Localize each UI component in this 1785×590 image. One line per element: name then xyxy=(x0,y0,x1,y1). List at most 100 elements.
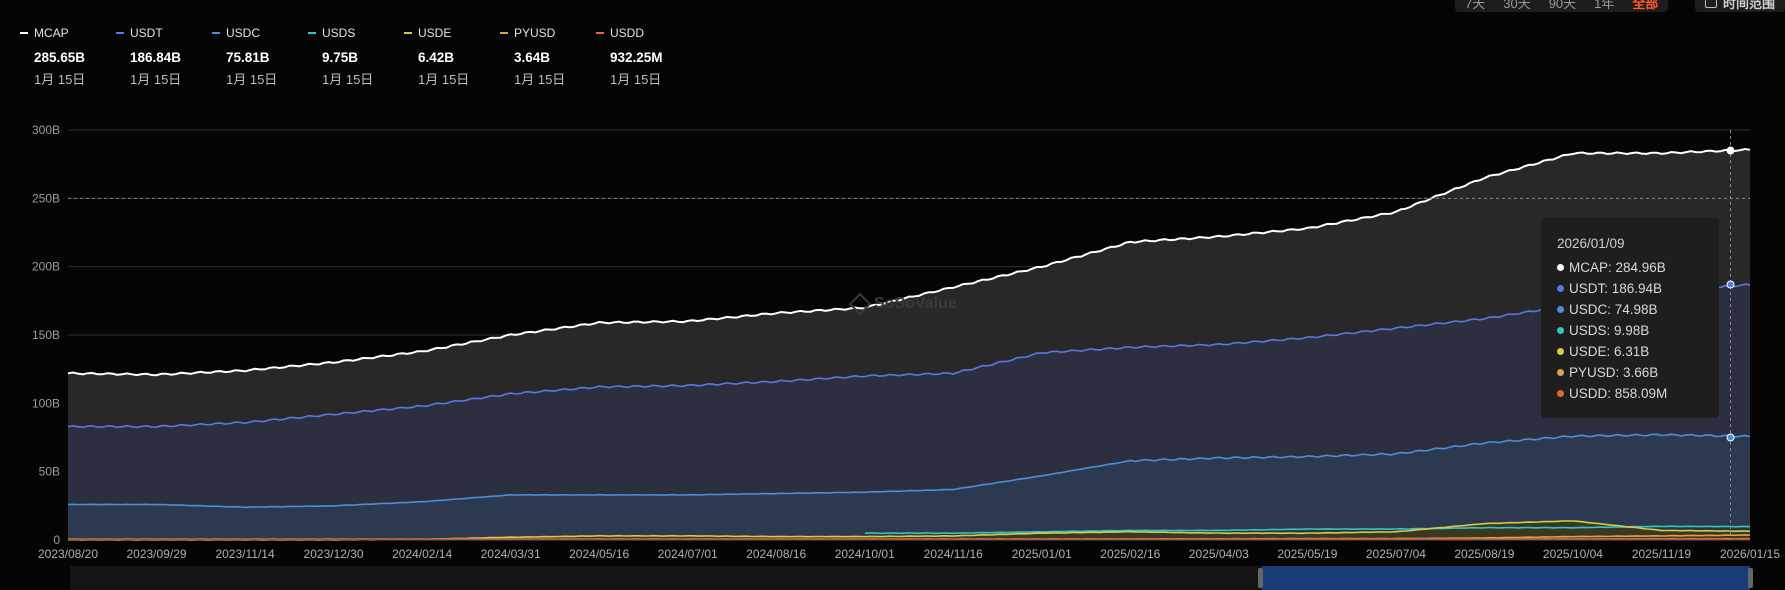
tooltip-dot xyxy=(1557,285,1564,292)
series-line-usdt xyxy=(67,283,1751,429)
legend-label: USDD xyxy=(610,26,645,40)
range-button-1[interactable]: 30天 xyxy=(1503,0,1531,11)
tooltip-date: 2026/01/09 xyxy=(1557,236,1625,251)
range-selector: 7天 30天 90天 1年 全部 xyxy=(1455,0,1669,12)
x-tick-label: 2024/11/16 xyxy=(924,547,983,561)
legend-label: USDC xyxy=(226,26,261,40)
series-line-usdd xyxy=(67,537,1751,541)
x-tick-label: 2025/04/03 xyxy=(1189,547,1249,561)
legend-item-usdd[interactable]: USDD 932.25M 1月 15日 xyxy=(596,24,692,88)
legend-date: 1月 15日 xyxy=(226,72,278,87)
y-tick-label: 100B xyxy=(32,396,60,410)
tooltip-row: USDT: 186.94B xyxy=(1557,278,1703,299)
sosovalue-logo-icon xyxy=(848,292,872,316)
chart-tooltip: 2026/01/09 MCAP: 284.96B USDT: 186.94B USD… xyxy=(1541,218,1719,418)
time-range-label: 时间范围 xyxy=(1723,0,1776,11)
series-area-usde xyxy=(68,521,1750,541)
zoom-handle-left xyxy=(1258,568,1263,588)
x-tick-label: 2025/02/16 xyxy=(1100,547,1160,561)
tooltip-dot xyxy=(1557,390,1564,397)
tooltip-text: USDS: 9.98B xyxy=(1569,323,1650,338)
legend-swatch xyxy=(596,32,604,34)
tooltip-dot xyxy=(1557,327,1564,334)
x-tick-label: 2024/03/31 xyxy=(481,547,541,561)
legend-date: 1月 15日 xyxy=(610,72,662,87)
y-tick-label: 0 xyxy=(53,533,60,547)
tooltip-row: PYUSD: 3.66B xyxy=(1557,362,1703,383)
watermark: SoSoValue xyxy=(848,292,957,316)
x-tick-label: 2024/07/01 xyxy=(658,547,718,561)
legend-date: 1月 15日 xyxy=(322,72,374,87)
x-tick-label: 2024/05/16 xyxy=(569,547,629,561)
y-tick-label: 250B xyxy=(32,191,60,205)
range-button-4[interactable]: 全部 xyxy=(1632,0,1659,11)
x-tick-label: 2024/10/01 xyxy=(835,547,895,561)
tooltip-row: USDE: 6.31B xyxy=(1557,341,1703,362)
crosshair-marker xyxy=(1726,146,1735,155)
zoom-handle-right xyxy=(1748,568,1753,588)
tooltip-text: MCAP: 284.96B xyxy=(1569,260,1666,275)
tooltip-dot xyxy=(1557,306,1564,313)
range-button-3[interactable]: 1年 xyxy=(1594,0,1615,11)
x-tick-label: 2024/02/14 xyxy=(392,547,452,561)
chart-legend: MCAP 285.65B 1月 15日 USDT 186.84B 1月 15日 USDC 75… xyxy=(20,24,692,88)
tooltip-text: PYUSD: 3.66B xyxy=(1569,365,1659,380)
range-button-2[interactable]: 90天 xyxy=(1548,0,1577,11)
range-group: 7天 30天 90天 1年 全部 xyxy=(1455,0,1669,12)
tooltip-row: USDD: 858.09M xyxy=(1557,383,1703,404)
zoom-scroller-window xyxy=(1262,566,1750,590)
tooltip-text: USDC: 74.98B xyxy=(1569,302,1658,317)
legend-swatch xyxy=(116,32,124,34)
tooltip-row: USDC: 74.98B xyxy=(1557,299,1703,320)
tooltip-text: USDT: 186.94B xyxy=(1569,281,1663,296)
y-tick-label: 150B xyxy=(32,328,60,342)
series-line-mcap xyxy=(67,147,1751,377)
legend-swatch xyxy=(500,32,508,34)
tooltip-dot xyxy=(1557,348,1564,355)
legend-value: 932.25M xyxy=(610,50,663,65)
tooltip-dot xyxy=(1557,369,1564,376)
legend-item-usde[interactable]: USDE 6.42B 1月 15日 xyxy=(404,24,500,88)
legend-item-usds[interactable]: USDS 9.75B 1月 15日 xyxy=(308,24,404,88)
legend-swatch xyxy=(404,32,412,34)
legend-swatch xyxy=(308,32,316,34)
x-tick-label: 2025/01/01 xyxy=(1012,547,1072,561)
legend-item-mcap[interactable]: MCAP 285.65B 1月 15日 xyxy=(20,24,116,88)
legend-value: 6.42B xyxy=(418,50,455,65)
calendar-icon xyxy=(1705,0,1717,8)
tooltip-dot xyxy=(1557,264,1564,271)
legend-label: USDT xyxy=(130,26,163,40)
series-line-usdc xyxy=(67,433,1751,509)
legend-item-usdc[interactable]: USDC 75.81B 1月 15日 xyxy=(212,24,308,88)
legend-value: 3.64B xyxy=(514,50,551,65)
crosshair-marker xyxy=(1726,280,1735,289)
watermark-text: SoSoValue xyxy=(874,295,957,312)
legend-date: 1月 15日 xyxy=(418,72,470,87)
legend-swatch xyxy=(20,32,28,34)
x-tick-label: 2023/11/14 xyxy=(215,547,274,561)
legend-item-usdt[interactable]: USDT 186.84B 1月 15日 xyxy=(116,24,212,88)
legend-item-pyusd[interactable]: PYUSD 3.64B 1月 15日 xyxy=(500,24,596,88)
legend-value: 186.84B xyxy=(130,50,182,65)
y-tick-label: 200B xyxy=(32,260,60,274)
legend-label: MCAP xyxy=(34,26,69,40)
x-tick-label: 2025/05/19 xyxy=(1277,547,1337,561)
series-area-usdc xyxy=(68,434,1750,540)
legend-label: USDS xyxy=(322,26,356,40)
x-tick-label: 2023/08/20 xyxy=(38,547,98,561)
legend-label: PYUSD xyxy=(514,26,556,40)
legend-value: 9.75B xyxy=(322,50,359,65)
x-tick-label: 2025/07/04 xyxy=(1366,547,1426,561)
legend-date: 1月 15日 xyxy=(514,72,566,87)
series-line-usds xyxy=(864,525,1751,535)
tooltip-row: MCAP: 284.96B xyxy=(1557,257,1703,278)
y-tick-label: 50B xyxy=(39,465,60,479)
crosshair-marker xyxy=(1726,433,1735,442)
range-button-0[interactable]: 7天 xyxy=(1465,0,1486,11)
legend-value: 75.81B xyxy=(226,50,270,65)
x-tick-label: 2023/12/30 xyxy=(304,547,364,561)
x-tick-label: 2025/08/19 xyxy=(1454,547,1514,561)
legend-date: 1月 15日 xyxy=(34,72,86,87)
time-range-button[interactable]: 时间范围 xyxy=(1695,0,1785,12)
